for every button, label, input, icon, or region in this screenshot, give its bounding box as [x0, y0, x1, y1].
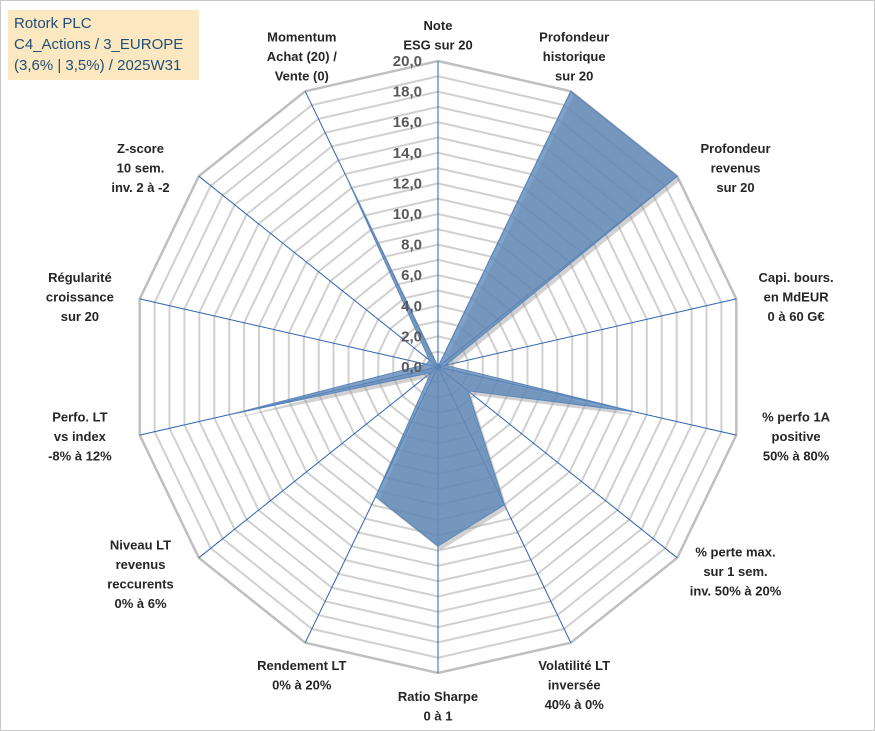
- axis-label-line: Régularité: [48, 270, 112, 285]
- axis-label-line: 50% à 80%: [763, 449, 830, 464]
- axis-label-line: sur 20: [61, 309, 99, 324]
- axis-label-line: sur 1 sem.: [703, 564, 767, 579]
- axis-label-line: ESG sur 20: [403, 38, 472, 53]
- axis-label-line: 0% à 20%: [272, 677, 332, 692]
- axis-label-line: Perfo. LT: [52, 410, 107, 425]
- axis-label: Profondeur historique sur 20: [539, 30, 609, 84]
- radial-tick-labels: 0,0 2,0 4,0 6,0 8,0 10,0 12,0 14,0 16,0 18,0 20,0: [393, 53, 422, 376]
- axis-label-line: sur 20: [555, 69, 593, 84]
- axis-label-line: Profondeur: [539, 30, 609, 45]
- axis-label-line: reccurents: [107, 577, 173, 592]
- axis-label: % perte max. sur 1 sem. inv. 50% à 20%: [690, 544, 782, 598]
- info-box: Rotork PLC C4_Actions / 3_EUROPE (3,6% |…: [8, 10, 199, 80]
- data-area-polygon: [229, 90, 678, 547]
- axis-label-line: croissance: [46, 289, 114, 304]
- axis-label-line: Momentum: [267, 30, 336, 45]
- tick-label: 16,0: [393, 114, 422, 131]
- axis-spoke: [437, 298, 737, 368]
- tick-label: 8,0: [401, 237, 422, 254]
- axis-label: Z-score 10 sem. inv. 2 à -2: [111, 141, 169, 195]
- category-path: C4_Actions / 3_EUROPE: [14, 36, 184, 53]
- axis-spoke: [139, 298, 439, 368]
- axis-label-line: Volatilité LT: [538, 658, 610, 673]
- axis-label: Rendement LT 0% à 20%: [257, 658, 346, 693]
- tick-label: 20,0: [393, 53, 422, 70]
- axis-spoke: [198, 175, 439, 368]
- axis-label: Perfo. LT vs index -8% à 12%: [48, 410, 112, 464]
- axis-label-line: Note: [424, 18, 453, 33]
- axis-label-line: inv. 50% à 20%: [690, 583, 782, 598]
- axis-label-line: 0 à 1: [424, 709, 453, 724]
- axis-label-line: inv. 2 à -2: [111, 180, 169, 195]
- axis-label-line: sur 20: [716, 180, 754, 195]
- axis-labels: Note ESG sur 20 Profondeur historique sur 20…: [46, 18, 834, 724]
- tick-label: 14,0: [393, 145, 422, 162]
- axis-label-line: 10 sem.: [117, 161, 165, 176]
- rates-period: (3,6% | 3,5%) / 2025W31: [14, 57, 182, 74]
- axis-label: Volatilité LT inversée 40% à 0%: [538, 658, 610, 712]
- axis-label-line: Rendement LT: [257, 658, 346, 673]
- axis-label-line: revenus: [116, 557, 166, 572]
- company-name: Rotork PLC: [14, 15, 92, 32]
- axis-label: Profondeur revenus sur 20: [700, 141, 770, 195]
- axis-label-line: Profondeur: [700, 141, 770, 156]
- axis-label-line: 0% à 6%: [114, 596, 166, 611]
- tick-label: 12,0: [393, 175, 422, 192]
- axis-label-line: vs index: [54, 429, 107, 444]
- axis-label-line: Capi. bours.: [759, 270, 834, 285]
- axis-label-line: % perfo 1A: [762, 410, 831, 425]
- tick-label: 0,0: [401, 359, 422, 376]
- axis-label-line: revenus: [711, 161, 761, 176]
- tick-label: 10,0: [393, 206, 422, 223]
- axis-label: % perfo 1A positive 50% à 80%: [762, 410, 831, 464]
- axis-label-line: Niveau LT: [110, 538, 171, 553]
- axis-label: Niveau LT revenus reccurents 0% à 6%: [107, 538, 173, 612]
- axis-label: Capi. bours. en MdEUR 0 à 60 G€: [759, 270, 834, 324]
- axis-label-line: positive: [772, 429, 821, 444]
- axis-label-line: Achat (20) /: [267, 49, 337, 64]
- tick-label: 18,0: [393, 84, 422, 101]
- tick-label: 4,0: [401, 298, 422, 315]
- axis-label-line: 0 à 60 G€: [768, 309, 825, 324]
- axis-label-line: historique: [543, 49, 606, 64]
- axis-label-line: Vente (0): [275, 69, 329, 84]
- axis-label: Momentum Achat (20) / Vente (0): [267, 30, 337, 84]
- axis-label-line: Z-score: [117, 141, 164, 156]
- tick-label: 6,0: [401, 267, 422, 284]
- axis-label-line: en MdEUR: [764, 289, 830, 304]
- tick-label: 2,0: [401, 328, 422, 345]
- axis-label-line: -8% à 12%: [48, 449, 112, 464]
- axis-label-line: 40% à 0%: [545, 697, 605, 712]
- axis-label-line: % perte max.: [695, 544, 775, 559]
- axis-label-line: Ratio Sharpe: [398, 689, 478, 704]
- axis-spoke: [437, 366, 678, 559]
- axis-label-line: inversée: [548, 677, 601, 692]
- data-area: [229, 90, 681, 551]
- axis-label: Ratio Sharpe 0 à 1: [398, 689, 478, 724]
- axis-label: Note ESG sur 20: [403, 18, 472, 53]
- axis-spoke: [198, 366, 439, 559]
- axis-label: Régularité croissance sur 20: [46, 270, 114, 324]
